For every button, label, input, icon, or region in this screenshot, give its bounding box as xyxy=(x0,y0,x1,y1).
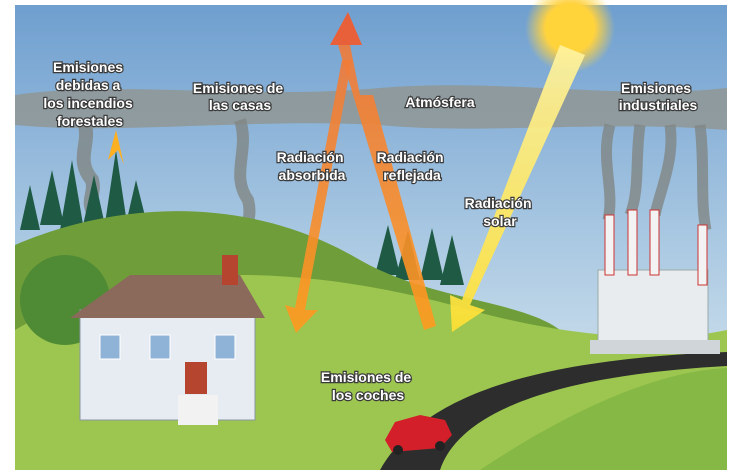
label-line: Radiación xyxy=(465,195,532,211)
label-line: Emisiones xyxy=(621,80,691,96)
label-line: las casas xyxy=(209,97,271,113)
label-line: industriales xyxy=(619,97,698,113)
label: Atmósfera xyxy=(405,94,474,110)
label: Emisiones industriales xyxy=(619,80,698,113)
greenhouse-diagram: Emisiones debidas a los incendios forest… xyxy=(0,0,742,475)
sun xyxy=(546,4,594,52)
label-line: Radiación xyxy=(277,149,344,165)
label-line: reflejada xyxy=(383,167,441,183)
label-line: forestales xyxy=(57,113,123,129)
label-line: los coches xyxy=(332,387,405,403)
label-line: solar xyxy=(483,213,517,229)
label-line: Emisiones de xyxy=(193,80,283,96)
label-line: debidas a xyxy=(56,77,121,93)
label-line: Emisiones de xyxy=(321,369,411,385)
label-line: Emisiones xyxy=(53,59,123,75)
label-line: absorbida xyxy=(279,167,346,183)
factory xyxy=(590,210,720,354)
label-line: los incendios xyxy=(43,95,133,111)
label-line: Radiación xyxy=(377,149,444,165)
label-line: Atmósfera xyxy=(405,94,474,110)
